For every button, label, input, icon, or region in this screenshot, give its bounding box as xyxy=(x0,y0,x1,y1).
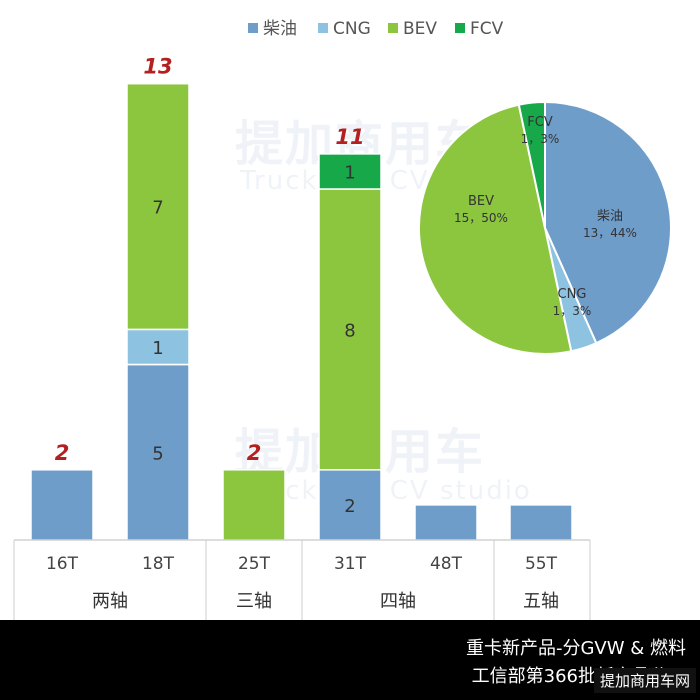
legend-label-0: 柴油 xyxy=(263,19,297,39)
watermark-en-bottom: TruckPlus CV studio xyxy=(240,476,532,506)
pie-value-label: 13，44% xyxy=(583,226,637,240)
segment-label: 1 xyxy=(344,162,355,183)
bar-18T-BEV xyxy=(126,82,190,331)
total-label: 13 xyxy=(143,55,172,79)
tick-label: 48T xyxy=(430,554,463,574)
segment-label: 7 xyxy=(152,198,163,219)
segment-label: 5 xyxy=(152,443,163,464)
tick-label: 55T xyxy=(525,554,558,574)
pie-value-label: 1，3% xyxy=(521,132,560,146)
bar-16T-柴油 xyxy=(30,469,94,541)
bar-55T-柴油 xyxy=(509,504,573,541)
total-label: 2 xyxy=(55,441,70,465)
bar-18T-柴油 xyxy=(126,363,190,541)
pie-value-label: 1，3% xyxy=(553,304,592,318)
segment-label: 2 xyxy=(344,496,355,517)
pie-slice-BEV xyxy=(418,103,573,355)
tick-label: 31T xyxy=(334,554,367,574)
group-label: 两轴 xyxy=(92,591,128,612)
bar-25T-BEV xyxy=(222,469,286,541)
pie-name-label: BEV xyxy=(468,194,494,209)
tick-label: 18T xyxy=(142,554,175,574)
segment-label: 8 xyxy=(344,320,355,341)
group-label: 三轴 xyxy=(236,591,272,612)
tick-label: 16T xyxy=(46,554,79,574)
legend-swatch-3 xyxy=(455,23,465,33)
pie-name-label: FCV xyxy=(527,115,553,130)
site-tag: 提加商用车网 xyxy=(593,668,696,693)
pie-name-label: 柴油 xyxy=(597,209,623,224)
pie-slice-FCV xyxy=(517,100,546,229)
legend-swatch-2 xyxy=(388,23,398,33)
pie-name-label: CNG xyxy=(558,287,587,302)
segment-label: 1 xyxy=(152,338,163,359)
legend-label-1: CNG xyxy=(333,19,371,39)
group-label: 五轴 xyxy=(523,591,559,612)
bar-31T-BEV xyxy=(318,188,382,471)
legend-swatch-0 xyxy=(248,23,258,33)
legend-swatch-1 xyxy=(318,23,328,33)
bar-48T-柴油 xyxy=(414,504,478,541)
legend-label-3: FCV xyxy=(470,19,504,39)
bar-31T-FCV xyxy=(318,153,382,190)
total-label: 2 xyxy=(247,441,262,465)
pie-slice-柴油 xyxy=(544,100,672,345)
group-label: 四轴 xyxy=(380,591,416,612)
footer-title: 重卡新产品-分GVW & 燃料 xyxy=(465,638,686,659)
pie-value-label: 15，50% xyxy=(454,211,508,225)
tick-label: 25T xyxy=(238,554,271,574)
legend-label-2: BEV xyxy=(403,19,437,39)
total-label: 11 xyxy=(335,125,364,149)
